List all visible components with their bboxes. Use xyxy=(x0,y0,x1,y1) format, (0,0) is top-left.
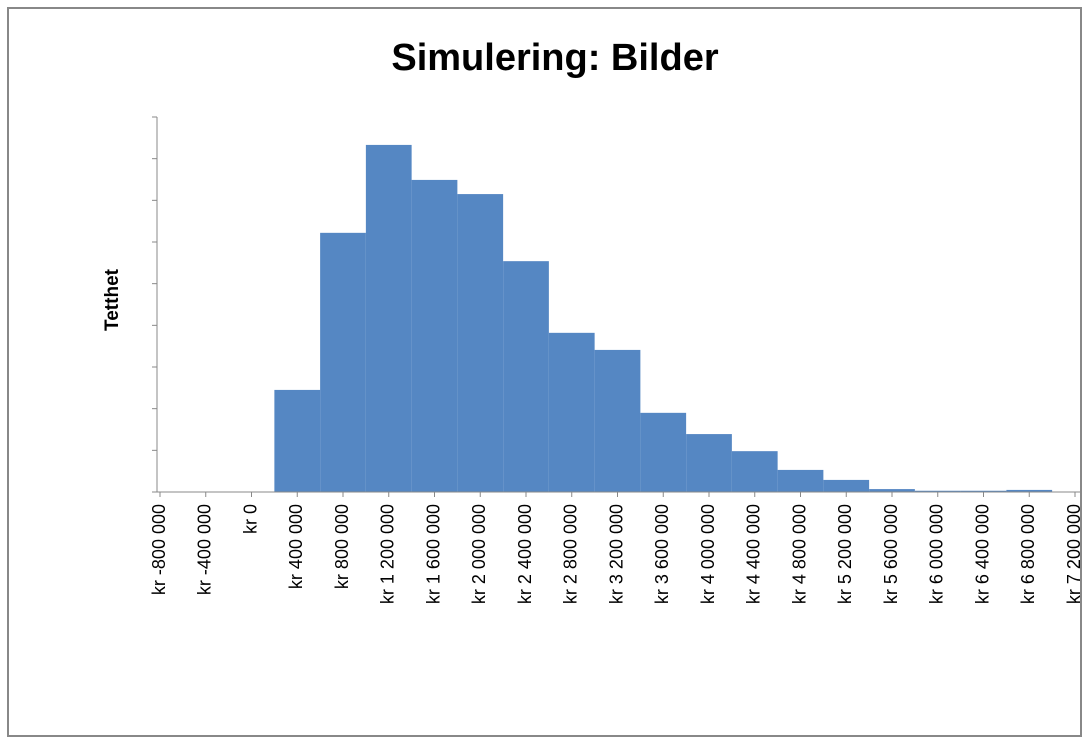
x-tick-label: kr 6 400 000 xyxy=(972,504,992,604)
x-tick-label: kr 3 200 000 xyxy=(606,504,626,604)
x-tick-label: kr 5 600 000 xyxy=(881,504,901,604)
bar xyxy=(823,479,870,492)
bar xyxy=(731,451,778,492)
x-tick-label: kr 2 800 000 xyxy=(561,504,581,604)
bar xyxy=(274,389,321,492)
bar xyxy=(960,490,1007,492)
x-tick-label: kr 4 000 000 xyxy=(698,504,718,604)
x-tick-label: kr 2 000 000 xyxy=(469,504,489,604)
bar xyxy=(411,179,458,492)
x-tick-label: kr 6 000 000 xyxy=(927,504,947,604)
x-tick-label: kr 2 400 000 xyxy=(515,504,535,604)
x-tick-label: kr 0 xyxy=(240,504,260,534)
bar xyxy=(503,261,549,492)
x-tick-label: kr 1 200 000 xyxy=(378,504,398,604)
chart-title: Simulering: Bilder xyxy=(391,37,718,79)
bar xyxy=(914,490,961,492)
bar xyxy=(320,232,366,493)
bar xyxy=(640,412,687,492)
bar xyxy=(365,144,412,492)
x-tick-label: kr 4 800 000 xyxy=(789,504,809,604)
bar xyxy=(548,332,595,492)
bar xyxy=(1006,489,1053,492)
x-tick-label: kr 1 600 000 xyxy=(423,504,443,604)
x-tick-label: kr 800 000 xyxy=(332,504,352,589)
bar xyxy=(594,349,641,492)
bar xyxy=(777,469,824,492)
x-tick-label: kr -800 000 xyxy=(149,504,169,595)
x-tick-label: kr 7 200 000 xyxy=(1064,504,1084,604)
y-axis-label: Tetthet xyxy=(102,268,123,331)
bar xyxy=(686,434,732,492)
bar xyxy=(457,194,504,493)
x-tick-label: kr -400 000 xyxy=(195,504,215,595)
x-tick-label: kr 400 000 xyxy=(286,504,306,589)
bar xyxy=(869,489,915,492)
x-tick-label: kr 5 200 000 xyxy=(835,504,855,604)
x-tick-label: kr 6 800 000 xyxy=(1018,504,1038,604)
x-tick-label: kr 4 400 000 xyxy=(744,504,764,604)
x-tick-label: kr 3 600 000 xyxy=(652,504,672,604)
